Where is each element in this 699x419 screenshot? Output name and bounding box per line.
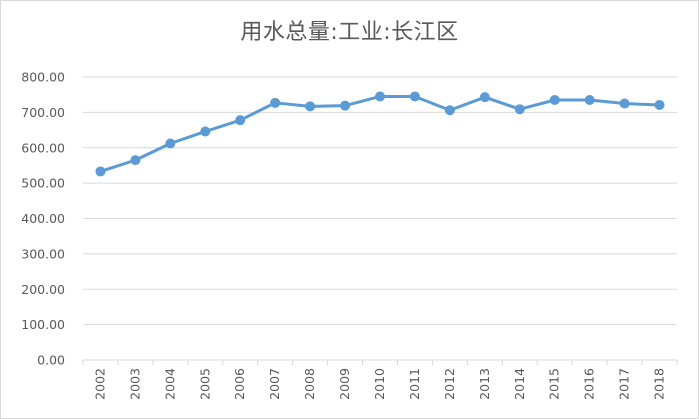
y-tick-labels: 0.00 100.00 200.00 300.00 400.00 500.00 600.00… xyxy=(21,70,65,368)
y-tick-label: 0.00 xyxy=(37,353,65,368)
gridlines xyxy=(83,76,677,326)
x-tick-label: 2012 xyxy=(442,368,457,400)
x-tick-label: 2014 xyxy=(512,368,527,400)
data-point xyxy=(584,94,595,105)
data-point xyxy=(305,101,316,112)
series-line xyxy=(98,94,662,173)
data-point xyxy=(549,94,560,105)
data-points xyxy=(95,91,665,177)
data-point xyxy=(514,104,525,115)
data-point xyxy=(479,92,490,103)
chart-title: 用水总量:工业:长江区 xyxy=(240,20,459,45)
data-point xyxy=(375,91,385,102)
x-tick-label: 2009 xyxy=(337,368,352,400)
data-point xyxy=(130,155,141,166)
series-line-path xyxy=(98,94,662,173)
data-point xyxy=(409,91,420,102)
x-tick-label: 2013 xyxy=(477,368,492,400)
x-tick-label: 2008 xyxy=(302,368,317,400)
x-tick-label: 2003 xyxy=(127,368,142,400)
x-tick-label: 2015 xyxy=(547,368,562,400)
data-point xyxy=(95,166,106,177)
axes xyxy=(82,359,678,365)
x-tick-label: 2006 xyxy=(232,368,247,400)
data-point xyxy=(200,126,211,137)
x-tick-label: 2004 xyxy=(162,368,177,400)
x-tick-label: 2002 xyxy=(92,368,107,400)
data-point xyxy=(235,115,246,126)
x-tick-label: 2018 xyxy=(652,368,667,400)
x-tick-label: 2017 xyxy=(617,368,632,400)
y-tick-label: 100.00 xyxy=(21,317,65,332)
y-tick-label: 600.00 xyxy=(21,140,65,155)
x-tick-label: 2016 xyxy=(582,368,597,400)
y-tick-label: 200.00 xyxy=(21,282,65,297)
data-point xyxy=(444,105,455,116)
data-point xyxy=(270,97,281,108)
x-tick-label: 2010 xyxy=(372,368,387,400)
data-point xyxy=(654,99,665,110)
y-tick-label: 800.00 xyxy=(21,70,65,85)
y-tick-label: 700.00 xyxy=(21,105,65,120)
y-tick-label: 300.00 xyxy=(21,246,65,261)
x-tick-label: 2007 xyxy=(267,368,282,400)
x-tick-label: 2011 xyxy=(407,368,422,400)
data-point xyxy=(165,138,176,149)
data-point xyxy=(619,98,630,109)
data-point xyxy=(340,100,351,111)
y-tick-label: 500.00 xyxy=(21,176,65,191)
y-tick-label: 400.00 xyxy=(21,211,65,226)
x-tick-label: 2005 xyxy=(197,368,212,400)
x-tick-labels: 2002 2003 2004 2005 2006 2007 2008 2009 2010 2011… xyxy=(92,368,666,400)
